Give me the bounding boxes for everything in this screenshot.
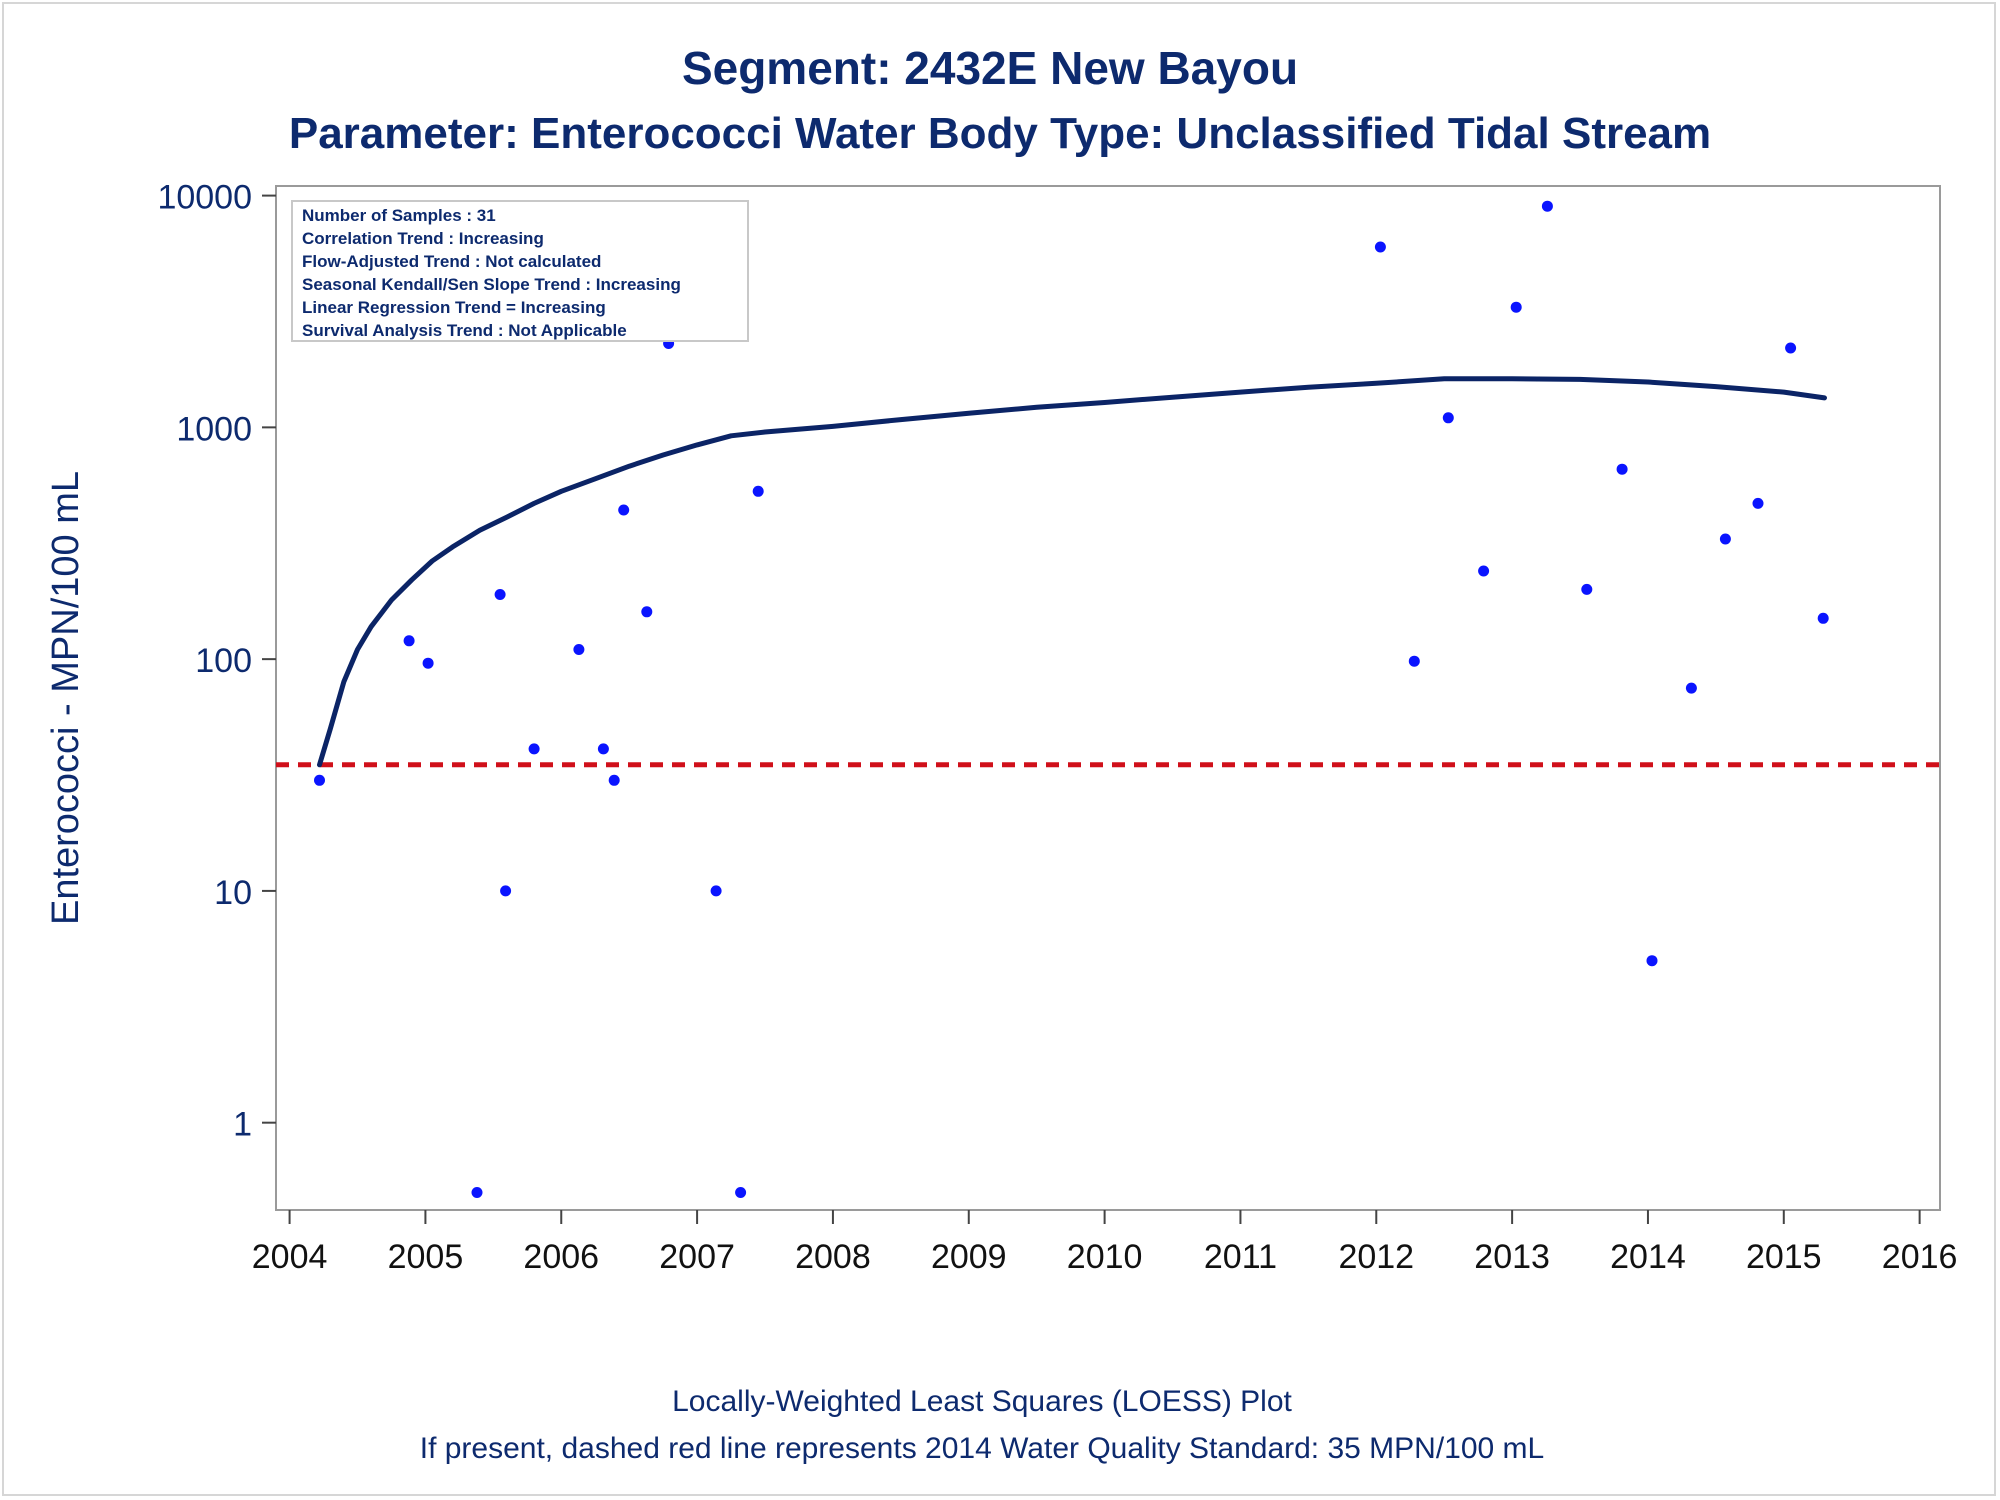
x-tick-label: 2016 — [1882, 1238, 1958, 1276]
inset-line-samples: Number of Samples : 31 — [302, 206, 496, 225]
data-point — [573, 644, 585, 655]
inset-line-linear-regression: Linear Regression Trend = Increasing — [302, 298, 606, 317]
y-tick-label: 10 — [214, 874, 252, 912]
data-point — [471, 1187, 483, 1198]
data-point — [500, 885, 512, 897]
x-tick-label: 2007 — [659, 1238, 735, 1276]
data-point — [1685, 682, 1697, 694]
footnote-loess: Locally-Weighted Least Squares (LOESS) P… — [672, 1385, 1292, 1418]
data-point — [710, 885, 722, 897]
inset-line-seasonal-kendall: Seasonal Kendall/Sen Slope Trend : Incre… — [302, 275, 681, 294]
x-tick-label: 2014 — [1610, 1238, 1686, 1276]
x-tick-label: 2005 — [388, 1238, 464, 1276]
data-point — [641, 606, 653, 618]
x-tick-label: 2010 — [1067, 1238, 1143, 1276]
y-tick-label: 1000 — [176, 410, 252, 448]
x-tick-label: 2009 — [931, 1238, 1007, 1276]
x-tick-label: 2006 — [523, 1238, 599, 1276]
data-point — [1510, 301, 1522, 313]
stats-inset: Number of Samples : 31 Correlation Trend… — [291, 200, 749, 342]
x-tick-label: 2015 — [1746, 1238, 1822, 1276]
data-point — [314, 774, 325, 786]
data-point — [1581, 583, 1593, 595]
footnote-standard: If present, dashed red line represents 2… — [420, 1432, 1545, 1465]
data-point — [1719, 533, 1731, 545]
chart-title: Segment: 2432E New Bayou — [682, 42, 1298, 94]
x-tick-label: 2008 — [795, 1238, 871, 1276]
x-tick-label: 2004 — [252, 1238, 328, 1276]
inset-line-flow-adjusted: Flow-Adjusted Trend : Not calculated — [302, 252, 601, 271]
data-point — [1616, 463, 1628, 475]
loess-curve — [317, 376, 1827, 768]
data-point — [403, 635, 415, 647]
data-point — [1541, 200, 1553, 212]
x-tick-label: 2012 — [1338, 1238, 1414, 1276]
data-point — [1785, 342, 1797, 354]
y-tick-label: 10000 — [157, 179, 252, 217]
x-tick-label: 2013 — [1474, 1238, 1550, 1276]
x-axis: 2004 2005 2006 2007 2008 2009 2010 2011 2012 2013… — [252, 1210, 1958, 1276]
points-group — [314, 200, 1829, 1198]
data-point — [1752, 497, 1764, 509]
data-point — [422, 657, 434, 669]
data-point — [528, 743, 540, 755]
data-point — [597, 743, 609, 755]
loess-group — [317, 376, 1827, 768]
data-point — [618, 504, 630, 516]
data-point — [608, 774, 620, 786]
data-point — [1374, 241, 1386, 253]
x-tick-label: 2011 — [1204, 1238, 1277, 1276]
inset-line-survival: Survival Analysis Trend : Not Applicable — [302, 321, 627, 340]
data-point — [752, 485, 764, 497]
inset-line-correlation: Correlation Trend : Increasing — [302, 229, 544, 248]
y-axis-label: Enterococci - MPN/100 mL — [45, 471, 87, 925]
chart-subtitle: Parameter: Enterococci Water Body Type: … — [289, 109, 1711, 158]
data-point — [494, 589, 506, 600]
y-tick-label: 100 — [195, 642, 252, 680]
data-point — [1478, 565, 1490, 577]
data-point — [735, 1187, 747, 1198]
data-point — [1442, 412, 1454, 424]
y-axis: 1 10 100 1000 10000 — [157, 179, 276, 1144]
stats-inset-box — [291, 200, 749, 342]
plot-area — [275, 185, 1941, 1211]
data-point — [1646, 955, 1658, 967]
data-point — [1817, 612, 1829, 624]
y-tick-label: 1 — [233, 1106, 252, 1144]
data-point — [1408, 655, 1420, 667]
